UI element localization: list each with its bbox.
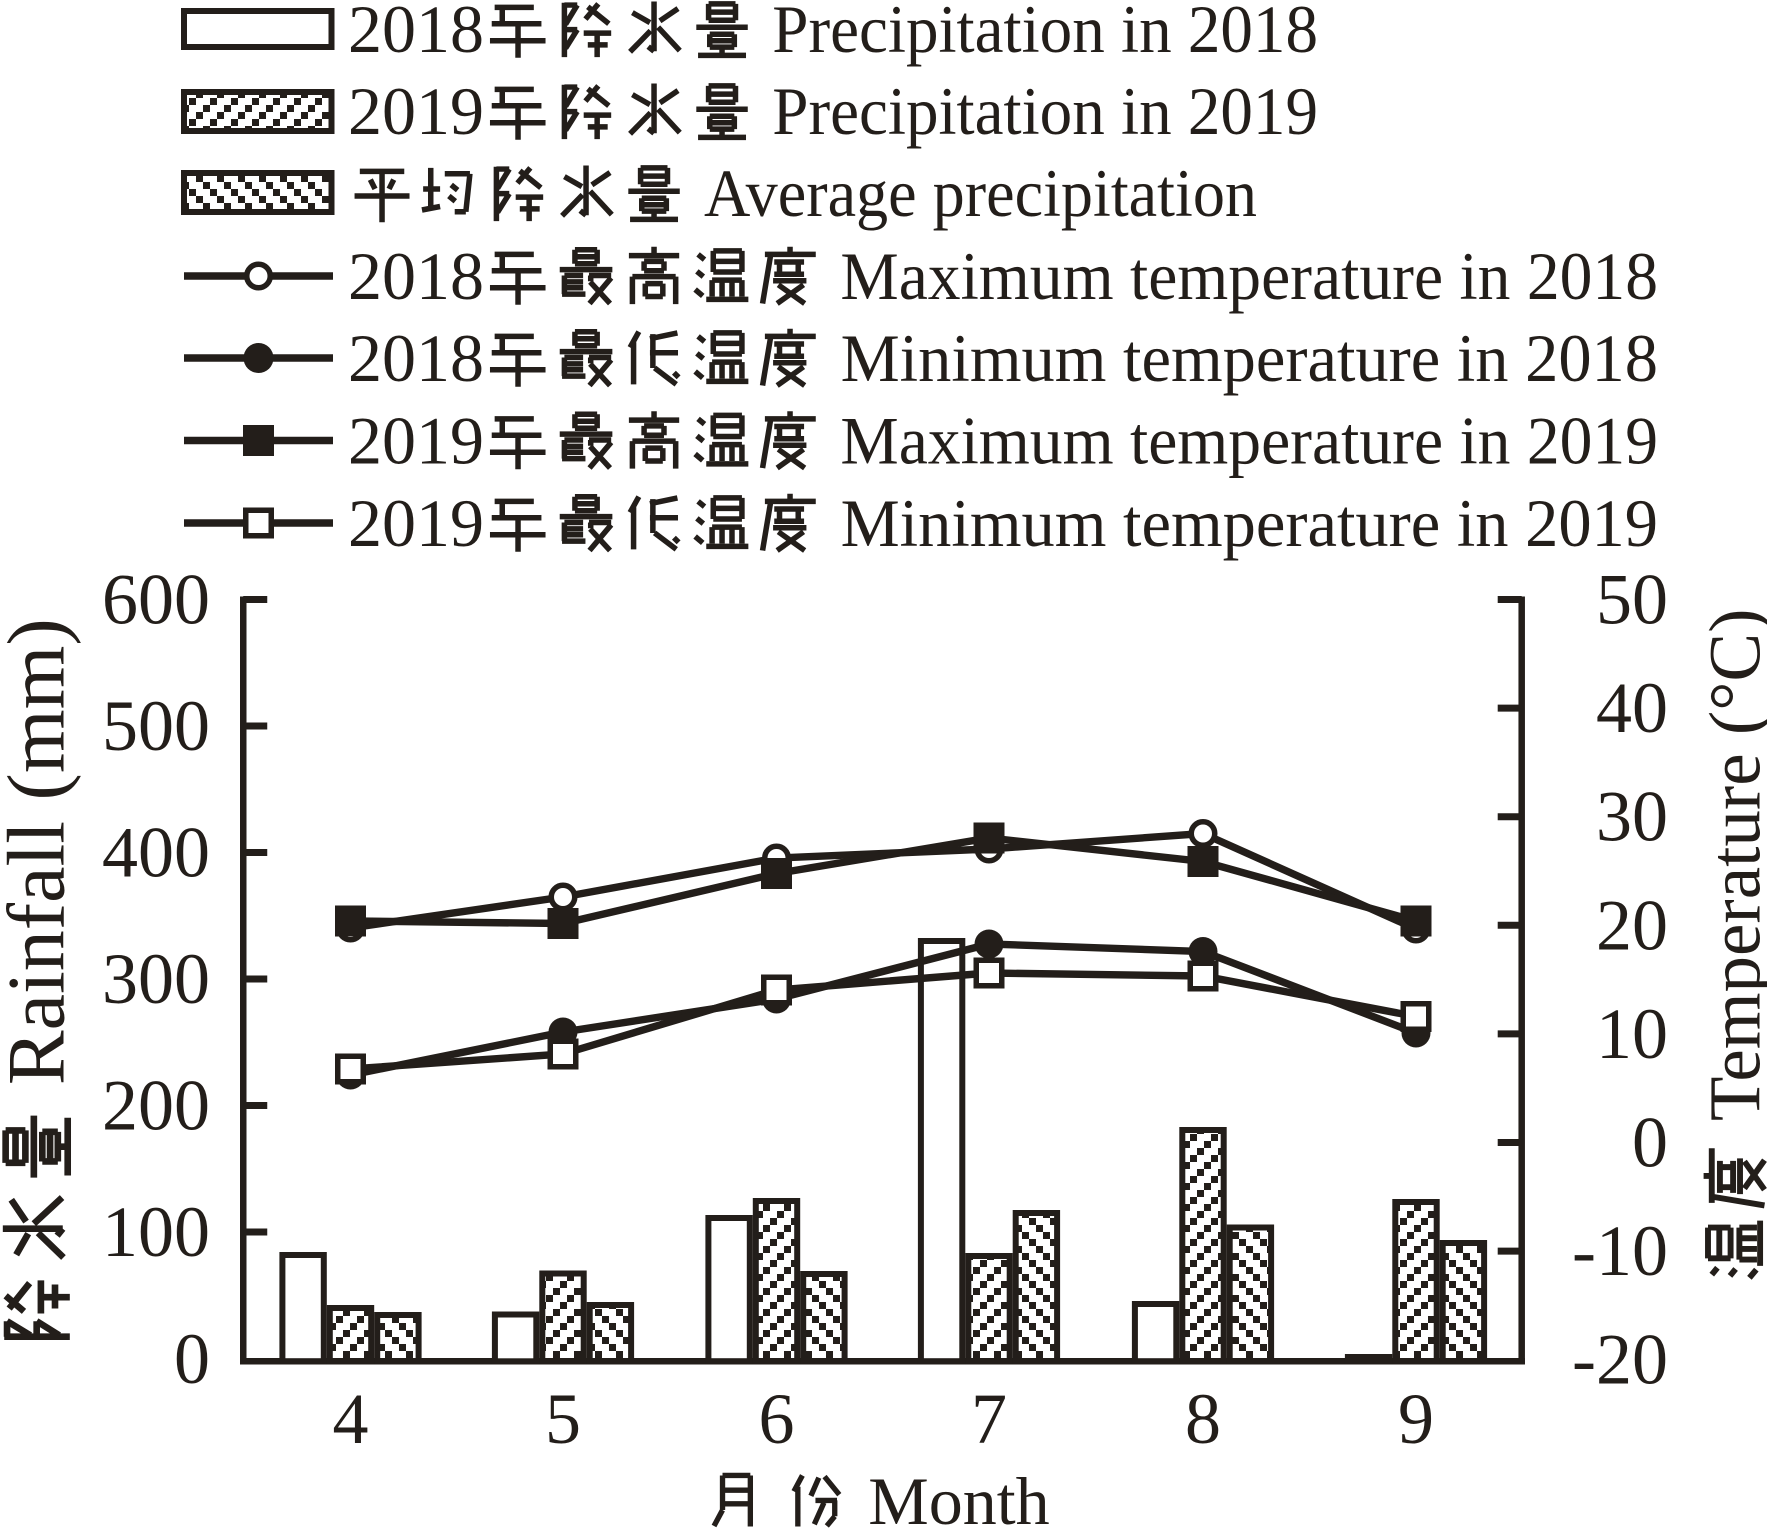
svg-text:Maximum temperature in 2019: Maximum temperature in 2019 — [824, 403, 1658, 479]
svg-text:Temperature (°C): Temperature (°C) — [1695, 609, 1767, 1140]
svg-text:0: 0 — [1632, 1103, 1668, 1183]
svg-text:Precipitation in 2018: Precipitation in 2018 — [756, 0, 1318, 67]
svg-text:2019: 2019 — [348, 403, 484, 479]
svg-text:-10: -10 — [1572, 1211, 1668, 1291]
svg-text:Precipitation in 2019: Precipitation in 2019 — [756, 73, 1318, 149]
svg-text:40: 40 — [1596, 668, 1668, 748]
svg-text:2018: 2018 — [348, 320, 484, 396]
svg-text:100: 100 — [102, 1192, 210, 1272]
svg-text:Month: Month — [851, 1463, 1049, 1532]
svg-text:300: 300 — [102, 939, 210, 1019]
svg-text:50: 50 — [1596, 560, 1668, 640]
svg-text:-20: -20 — [1572, 1320, 1668, 1400]
svg-text:Maximum temperature in 2018: Maximum temperature in 2018 — [824, 238, 1658, 314]
svg-text:Minimum temperature in 2018: Minimum temperature in 2018 — [824, 320, 1658, 396]
svg-text:2018: 2018 — [348, 238, 484, 314]
svg-text:9: 9 — [1398, 1379, 1434, 1459]
svg-text:Minimum temperature in 2019: Minimum temperature in 2019 — [824, 485, 1658, 561]
svg-text:500: 500 — [102, 686, 210, 766]
svg-text:5: 5 — [545, 1379, 581, 1459]
svg-text:2019: 2019 — [348, 485, 484, 561]
svg-text:200: 200 — [102, 1066, 210, 1146]
svg-text:6: 6 — [759, 1379, 795, 1459]
svg-text:4: 4 — [333, 1379, 369, 1459]
svg-text:0: 0 — [174, 1319, 210, 1399]
svg-text:10: 10 — [1596, 994, 1668, 1074]
svg-text:Average precipitation: Average precipitation — [688, 155, 1257, 231]
svg-text:20: 20 — [1596, 885, 1668, 965]
svg-text:400: 400 — [102, 813, 210, 893]
svg-text:2019: 2019 — [348, 73, 484, 149]
svg-text:2018: 2018 — [348, 0, 484, 67]
svg-text:7: 7 — [971, 1379, 1007, 1459]
svg-text:8: 8 — [1185, 1379, 1221, 1459]
svg-text:Rainfall (mm): Rainfall (mm) — [0, 618, 82, 1105]
svg-text:600: 600 — [102, 560, 210, 640]
svg-text:30: 30 — [1596, 777, 1668, 857]
